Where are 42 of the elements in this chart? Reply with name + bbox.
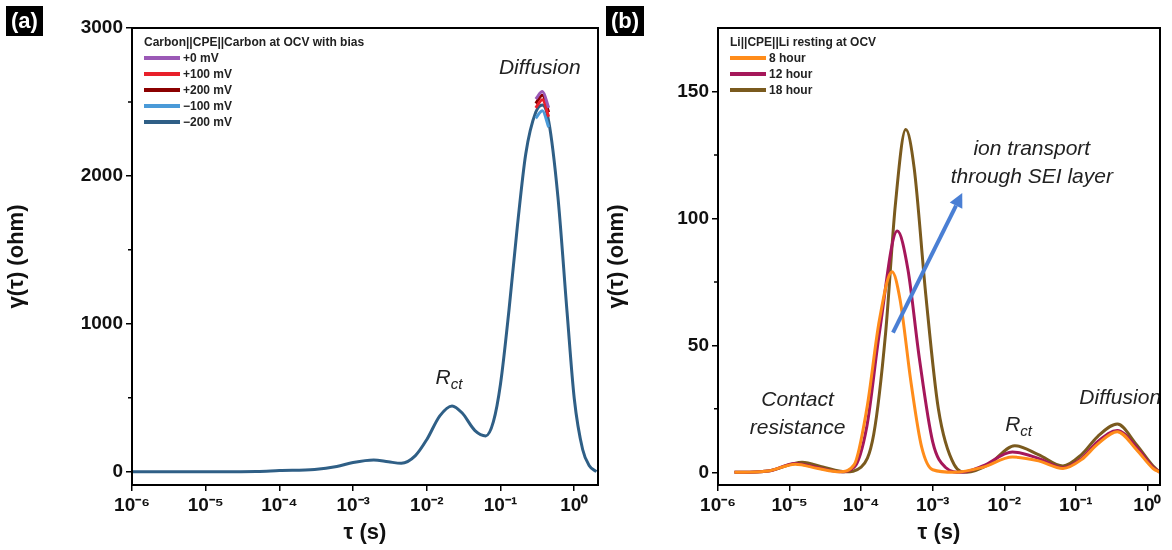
y-tick-label: 3000 bbox=[80, 16, 123, 38]
y-tick-label: 0 bbox=[112, 459, 123, 481]
legend-label: +100 mV bbox=[183, 66, 233, 82]
y-tick-label: 2000 bbox=[80, 164, 123, 186]
annotation: ion transport through SEI layer bbox=[950, 135, 1114, 187]
x-tick-label: 10⁻¹ bbox=[483, 493, 518, 515]
legend-label: 18 hour bbox=[769, 82, 813, 98]
x-tick-label: 10⁻⁵ bbox=[771, 493, 808, 515]
y-axis-title: γ(τ) (ohm) bbox=[603, 204, 629, 309]
legend-label: 12 hour bbox=[769, 66, 813, 82]
x-tick-label: 10⁻³ bbox=[336, 493, 370, 515]
x-tick-label: 10⁻⁵ bbox=[187, 493, 224, 515]
y-tick-label: 100 bbox=[677, 206, 709, 228]
legend-title: Carbon||CPE||Carbon at OCV with bias bbox=[144, 34, 365, 50]
chart-title: (b) bbox=[606, 6, 645, 36]
legend-label: 8 hour bbox=[769, 50, 806, 66]
y-tick-label: 1000 bbox=[80, 312, 123, 334]
annotation: Diffusion bbox=[498, 55, 581, 79]
legend-label: −100 mV bbox=[183, 98, 233, 114]
x-tick-label: 10⁻⁶ bbox=[114, 493, 150, 515]
x-tick-label: 10⁻⁴ bbox=[261, 493, 298, 515]
y-tick-label: 150 bbox=[677, 79, 709, 101]
y-tick-label: 50 bbox=[687, 333, 709, 355]
legend-label: +0 mV bbox=[183, 50, 219, 66]
annotation: Diffusion bbox=[1079, 385, 1162, 409]
x-tick-label: 10⁰ bbox=[1133, 493, 1162, 515]
legend-label: +200 mV bbox=[183, 82, 233, 98]
y-tick-label: 0 bbox=[698, 460, 709, 482]
x-tick-label: 10⁻¹ bbox=[1059, 493, 1093, 515]
x-tick-label: 10⁻² bbox=[987, 493, 1021, 515]
x-axis-title: τ (s) bbox=[917, 518, 961, 544]
legend-label: −200 mV bbox=[183, 114, 233, 130]
chart-title: (a) bbox=[6, 6, 43, 36]
x-axis-title: τ (s) bbox=[343, 518, 387, 544]
legend-title: Li||CPE||Li resting at OCV bbox=[730, 34, 877, 50]
x-tick-label: 10⁰ bbox=[560, 493, 589, 515]
x-tick-label: 10⁻³ bbox=[915, 493, 950, 515]
annotation: Contact resistance bbox=[749, 387, 846, 439]
x-tick-label: 10⁻⁶ bbox=[700, 493, 736, 515]
x-tick-label: 10⁻⁴ bbox=[842, 493, 880, 515]
y-axis-title: γ(τ) (ohm) bbox=[3, 204, 29, 309]
x-tick-label: 10⁻² bbox=[410, 493, 444, 515]
